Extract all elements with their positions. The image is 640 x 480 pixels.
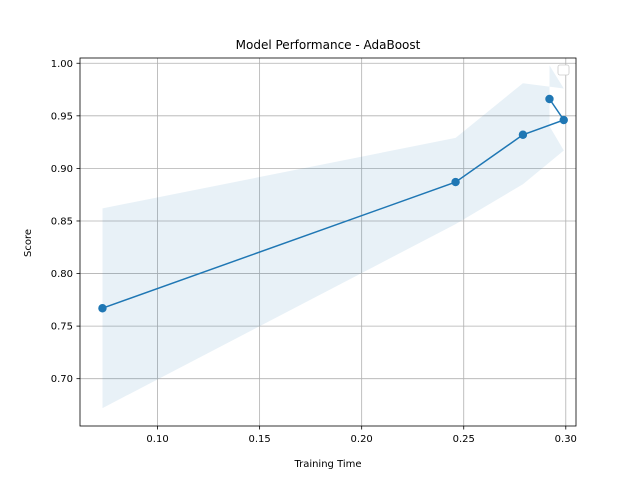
x-tick-label-2: 0.20 <box>351 434 373 445</box>
data-point-0-4 <box>545 94 554 104</box>
x-tick-label-1: 0.15 <box>248 434 270 445</box>
x-tick-label-0: 0.10 <box>146 434 168 445</box>
x-axis-label: Training Time <box>293 459 361 470</box>
y-tick-label-6: 1.00 <box>51 59 73 70</box>
axes-frame <box>79 57 577 427</box>
y-axis-label: Score <box>23 229 34 257</box>
y-tick-label-5: 0.95 <box>51 111 73 122</box>
y-tick-label-3: 0.85 <box>51 216 73 227</box>
data-point-0-3 <box>559 115 568 125</box>
data-point-0-1 <box>451 177 460 187</box>
x-tick-label-3: 0.25 <box>453 434 475 445</box>
y-tick-label-4: 0.90 <box>51 164 73 175</box>
chart-title: Model Performance - AdaBoost <box>236 38 421 52</box>
x-tick-label-4: 0.30 <box>555 434 577 445</box>
confidence-band <box>102 65 564 409</box>
y-tick-label-2: 0.80 <box>51 269 73 280</box>
legend-box <box>557 64 570 76</box>
data-point-0-2 <box>518 130 528 139</box>
y-tick-label-1: 0.75 <box>51 322 73 333</box>
y-tick-label-0: 0.70 <box>51 374 73 385</box>
data-point-0-0 <box>98 304 107 313</box>
plot-area: 0.10 0.15 0.20 0.25 0.30 0.70 0.75 0.80 0.85 0.90… <box>51 57 577 445</box>
